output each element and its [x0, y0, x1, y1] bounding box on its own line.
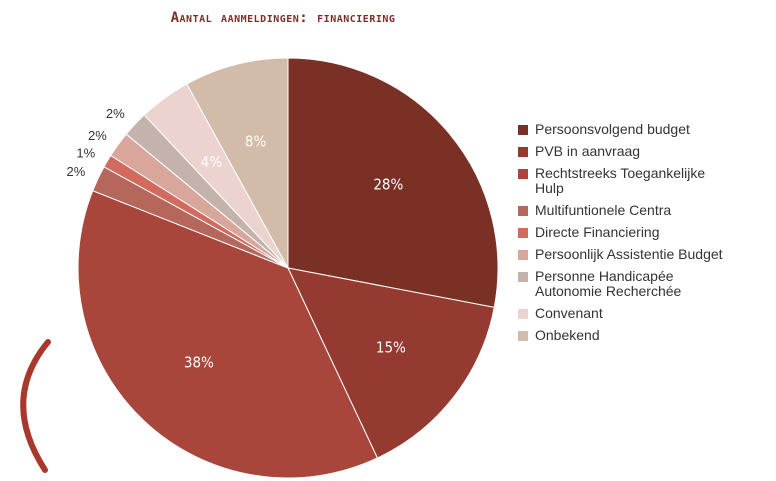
data-label: 2%	[106, 106, 125, 121]
legend-swatch	[518, 228, 528, 238]
legend-label: Multifuntionele Centra	[535, 202, 672, 218]
data-label: 2%	[67, 164, 86, 179]
legend-item: Persoonsvolgend budget	[518, 122, 768, 137]
pie-slice	[287, 57, 499, 308]
legend-item: PVB in aanvraag	[518, 144, 768, 159]
legend-swatch	[518, 125, 528, 135]
legend-item: Multifuntionele Centra	[518, 203, 768, 218]
decoration-arc	[20, 339, 51, 473]
legend-label: Onbekend	[535, 327, 600, 343]
legend-label: Persoonsvolgend budget	[535, 121, 690, 137]
legend-item: Persoonlijk Assistentie Budget	[518, 247, 768, 262]
legend-swatch	[518, 331, 528, 341]
legend-item: Directe Financiering	[518, 225, 768, 240]
legend-swatch	[518, 272, 528, 282]
legend-item: Convenant	[518, 306, 768, 321]
legend-item: Rechtstreeks Toegankelijke Hulp	[518, 166, 768, 196]
data-label: 28%	[373, 176, 403, 194]
pie-slice	[186, 57, 289, 269]
data-label: 38%	[184, 353, 214, 371]
legend-item: Onbekend	[518, 328, 768, 343]
data-label: 1%	[76, 145, 95, 160]
data-label: 2%	[88, 128, 107, 143]
legend: Persoonsvolgend budget PVB in aanvraag Rec…	[518, 122, 768, 350]
data-label: 4%	[201, 153, 223, 171]
legend-swatch	[518, 206, 528, 216]
chart-title: Aantal aanmeldingen: financiering	[171, 10, 396, 26]
legend-label: Rechtstreeks Toegankelijke Hulp	[535, 165, 706, 196]
legend-label: Directe Financiering	[535, 224, 660, 240]
legend-label: PVB in aanvraag	[535, 143, 641, 159]
legend-swatch	[518, 169, 528, 179]
legend-swatch	[518, 309, 528, 319]
legend-label: Convenant	[535, 305, 603, 321]
legend-swatch	[518, 250, 528, 260]
pie: 28% 15% 38% 2% 1% 2% 2% 4% 8%	[67, 57, 499, 479]
pie-slice	[77, 190, 379, 479]
pie-slice	[287, 267, 495, 459]
legend-item: Personne Handicapée Autonomie Recherchée	[518, 269, 768, 299]
legend-label: Personne Handicapée Autonomie Recherchée	[535, 268, 682, 299]
data-label: 15%	[376, 338, 406, 356]
legend-swatch	[518, 147, 528, 157]
legend-label: Persoonlijk Assistentie Budget	[535, 246, 723, 262]
data-label: 8%	[245, 132, 267, 150]
